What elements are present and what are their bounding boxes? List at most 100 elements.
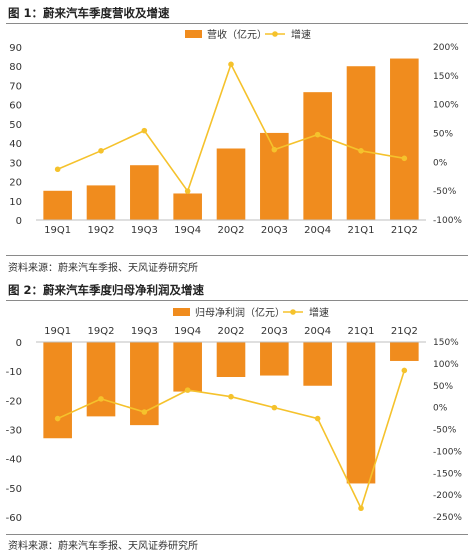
profit-bar <box>86 342 116 417</box>
profit-legend-line-marker <box>290 309 296 315</box>
revenue-left-tick-label: 20 <box>9 178 22 189</box>
revenue-category-label: 21Q2 <box>391 225 418 236</box>
profit-category-label: 21Q2 <box>391 326 418 337</box>
profit-bar <box>216 342 246 377</box>
revenue-bar <box>43 190 72 220</box>
profit-right-tick-label: 0% <box>433 404 448 414</box>
figure-2-source: 资料来源：蔚来汽车季报、天风证券研究所 <box>8 541 198 552</box>
profit-bar <box>303 342 332 386</box>
profit-category-label: 19Q3 <box>131 326 158 337</box>
profit-left-tick-label: -60 <box>6 513 22 524</box>
revenue-bar <box>303 92 332 220</box>
revenue-growth-point <box>141 127 148 134</box>
revenue-category-label: 20Q3 <box>261 225 288 236</box>
revenue-legend-line-label: 增速 <box>291 28 311 41</box>
figure-1-source: 资料来源：蔚来汽车季报、天风证券研究所 <box>8 263 198 274</box>
net-profit-chart: -60 -50 -40 -30 -20 -10 0 -250% -200% -150% -100% -… <box>6 306 463 524</box>
profit-growth-point <box>184 387 191 393</box>
profit-right-tick-label: 100% <box>433 360 459 370</box>
revenue-category-label: 20Q4 <box>304 225 331 236</box>
revenue-bar <box>86 185 116 220</box>
profit-left-tick-label: -50 <box>6 484 22 495</box>
figure-1-top-rule <box>6 23 468 24</box>
revenue-right-tick-label: 150% <box>433 72 459 82</box>
revenue-bar <box>130 165 159 220</box>
revenue-growth-point <box>98 148 104 154</box>
profit-left-tick-label: -30 <box>6 426 22 437</box>
profit-growth-point <box>141 409 148 415</box>
profit-growth-point <box>54 415 61 422</box>
revenue-category-label: 19Q3 <box>131 225 158 236</box>
profit-left-tick-label: -10 <box>6 367 22 378</box>
revenue-category-label: 19Q2 <box>88 225 115 236</box>
revenue-category-label: 19Q4 <box>174 225 201 236</box>
profit-legend-bar-swatch <box>173 308 190 316</box>
profit-growth-point <box>401 367 408 374</box>
revenue-left-tick-label: 0 <box>16 216 22 227</box>
revenue-right-tick-label: -100% <box>433 216 462 226</box>
revenue-category-label: 20Q2 <box>218 225 245 236</box>
profit-growth-point <box>98 396 104 402</box>
revenue-growth-point <box>271 146 278 153</box>
revenue-right-tick-label: -50% <box>433 187 457 197</box>
profit-growth-point <box>358 505 364 512</box>
profit-growth-point <box>314 415 321 422</box>
profit-left-tick-label: -20 <box>6 396 22 407</box>
profit-category-label: 20Q2 <box>218 326 245 337</box>
profit-right-tick-label: -50% <box>433 426 457 436</box>
profit-right-tick-label: -200% <box>433 491 462 501</box>
profit-bar <box>390 342 419 361</box>
revenue-bar <box>390 58 419 221</box>
revenue-right-tick-label: 0% <box>433 158 448 168</box>
profit-legend-line-label: 增速 <box>309 306 329 319</box>
revenue-right-tick-label: 200% <box>433 43 459 53</box>
profit-growth-point <box>271 404 278 411</box>
revenue-left-tick-label: 90 <box>9 43 22 54</box>
profit-right-tick-label: -150% <box>433 469 462 479</box>
revenue-bar <box>346 66 376 220</box>
profit-growth-point <box>228 393 234 400</box>
profit-bar <box>43 342 72 439</box>
profit-right-tick-label: -100% <box>433 447 462 457</box>
revenue-left-tick-label: 50 <box>9 120 22 131</box>
revenue-category-label: 19Q1 <box>44 225 71 236</box>
figure-1-title: 图 1：蔚来汽车季度营收及增速 <box>8 6 170 20</box>
profit-bar <box>173 342 202 392</box>
revenue-legend-line-marker <box>272 31 278 37</box>
profit-bar <box>346 342 376 484</box>
revenue-bar <box>173 193 202 220</box>
revenue-legend-bar-swatch <box>185 30 202 38</box>
revenue-left-tick-label: 70 <box>9 81 22 92</box>
revenue-growth-point <box>228 61 234 68</box>
profit-category-label: 20Q4 <box>304 326 331 337</box>
revenue-growth-point <box>54 166 61 173</box>
revenue-left-tick-label: 80 <box>9 62 22 73</box>
profit-category-label: 19Q1 <box>44 326 71 337</box>
revenue-left-tick-label: 40 <box>9 139 22 150</box>
figure-1-bottom-rule <box>6 255 468 256</box>
figure-2-title: 图 2：蔚来汽车季度归母净利润及增速 <box>8 283 205 297</box>
profit-legend-bar-label: 归母净利润（亿元） <box>195 306 285 319</box>
revenue-growth-point <box>184 188 191 194</box>
profit-right-tick-label: 50% <box>433 382 453 392</box>
revenue-growth-point <box>401 155 408 162</box>
revenue-chart: 0 10 20 30 40 50 60 70 80 90 -100% -50% 0% 50% 100% 150… <box>9 28 462 236</box>
revenue-growth-point <box>314 131 321 138</box>
revenue-left-tick-label: 60 <box>9 101 22 112</box>
revenue-bar <box>216 148 246 220</box>
profit-category-label: 21Q1 <box>348 326 375 337</box>
profit-category-label: 20Q3 <box>261 326 288 337</box>
revenue-right-tick-label: 100% <box>433 101 459 111</box>
revenue-legend-bar-label: 营收（亿元） <box>207 28 267 41</box>
revenue-left-tick-label: 30 <box>9 158 22 169</box>
revenue-left-tick-label: 10 <box>9 197 22 208</box>
revenue-growth-point <box>358 148 364 154</box>
revenue-category-label: 21Q1 <box>348 225 375 236</box>
figure-2-bottom-rule <box>6 534 468 535</box>
revenue-right-tick-label: 50% <box>433 130 453 140</box>
profit-left-tick-label: -40 <box>6 455 22 466</box>
profit-bar <box>260 342 289 376</box>
figure-2-top-rule <box>6 300 468 301</box>
profit-right-tick-label: -250% <box>433 513 462 523</box>
profit-category-label: 19Q4 <box>174 326 201 337</box>
